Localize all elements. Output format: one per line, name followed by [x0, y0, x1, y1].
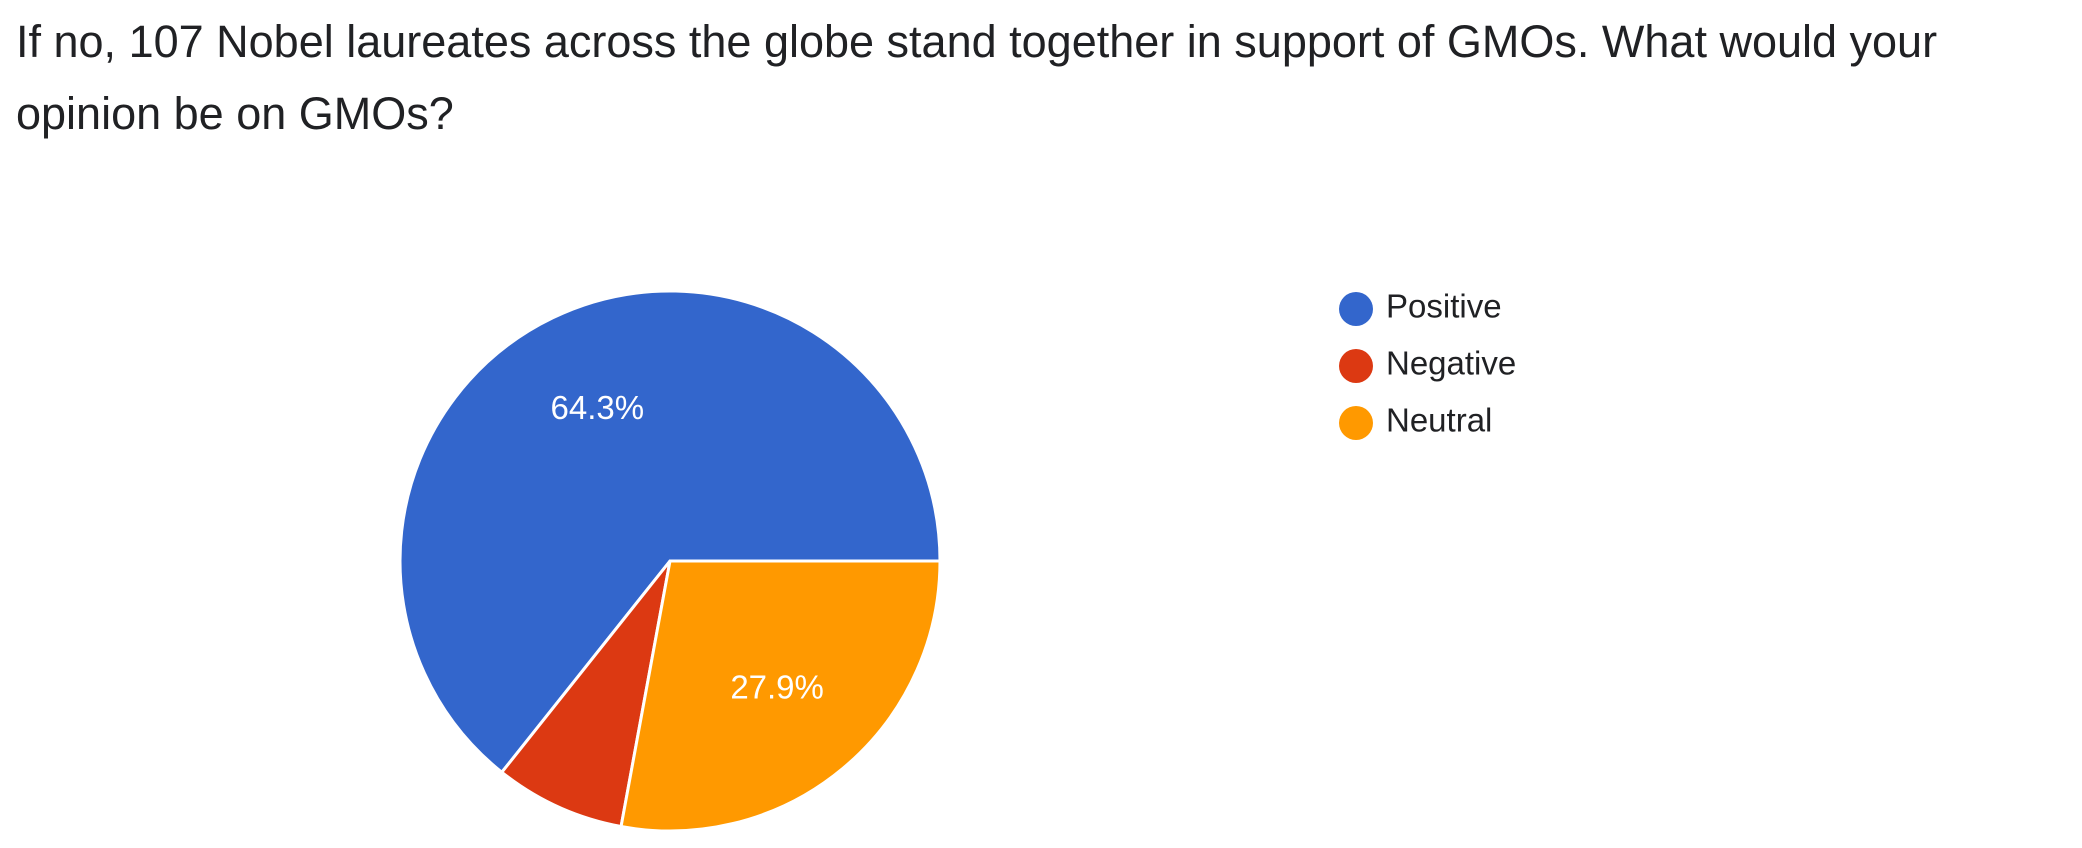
pie-slice-neutral [619, 559, 942, 833]
legend-swatch-neutral [1339, 406, 1373, 440]
slice-label-positive: 64.3% [551, 389, 645, 426]
legend-swatch-negative [1339, 349, 1373, 383]
pie-slice-labels: 64.3% 27.9% [551, 389, 824, 705]
chart-legend: Positive Negative Neutral [1339, 288, 1516, 440]
legend-swatch-positive [1339, 292, 1373, 326]
legend-label-negative: Negative [1386, 345, 1516, 382]
legend-item-positive: Positive [1339, 288, 1502, 326]
legend-label-positive: Positive [1386, 288, 1502, 325]
pie-slice-negative [500, 559, 672, 829]
slice-label-neutral: 27.9% [730, 668, 824, 705]
legend-label-neutral: Neutral [1386, 402, 1492, 439]
legend-item-neutral: Neutral [1339, 402, 1492, 440]
question-title: If no, 107 Nobel laureates across the gl… [16, 16, 1938, 139]
pie-slice-positive [398, 289, 942, 774]
legend-item-negative: Negative [1339, 345, 1516, 383]
pie-slices [398, 289, 942, 833]
